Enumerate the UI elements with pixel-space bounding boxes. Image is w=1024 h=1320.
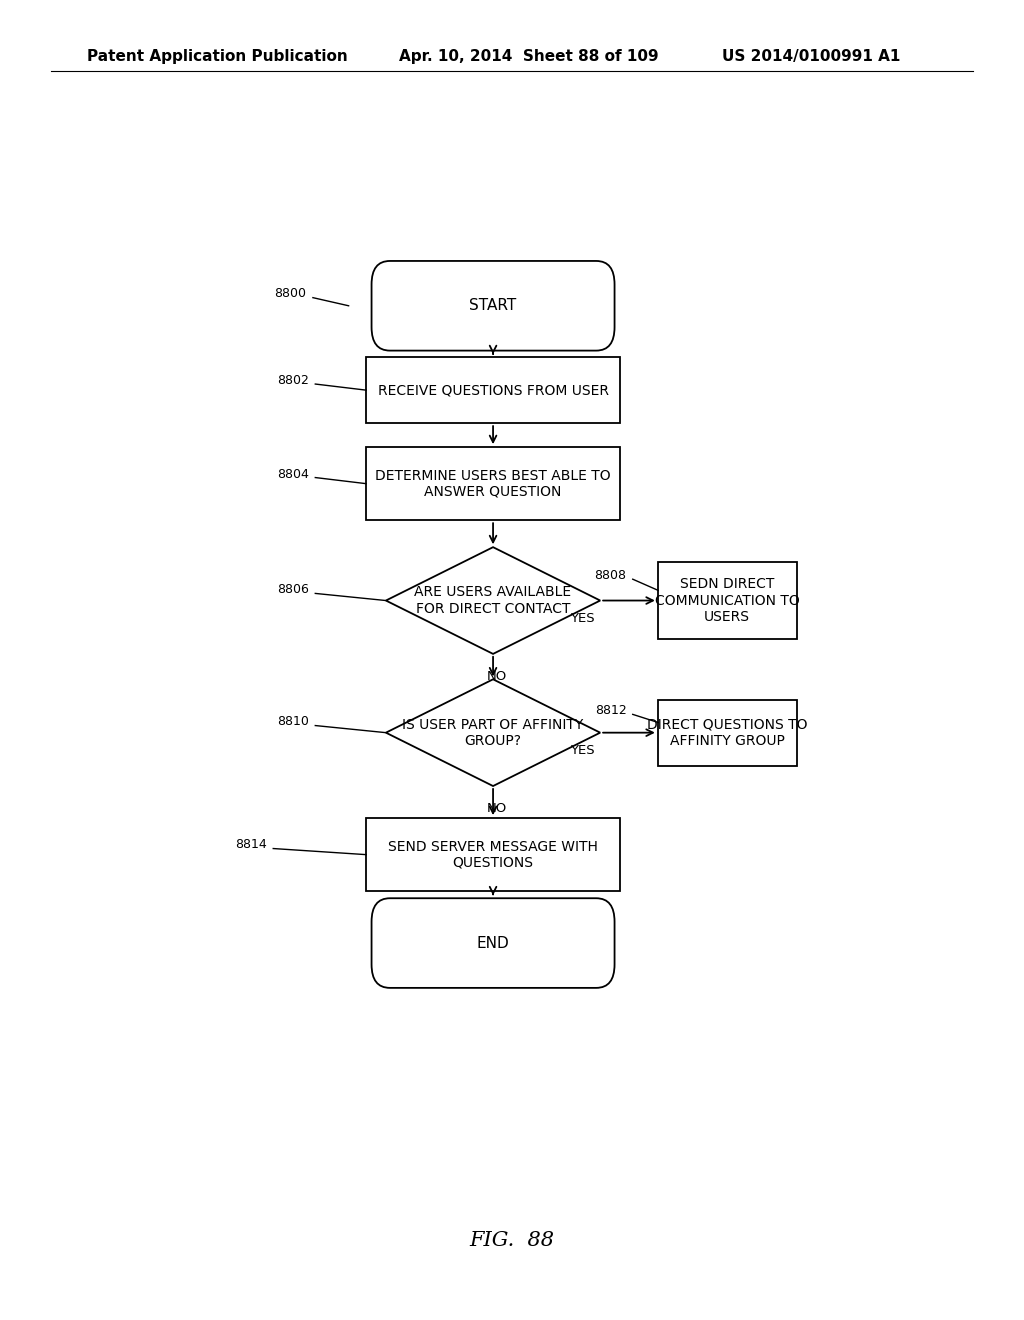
Text: 8814: 8814 (236, 838, 267, 851)
FancyBboxPatch shape (372, 261, 614, 351)
Bar (367, 818, 621, 891)
Text: 8800: 8800 (274, 286, 306, 300)
Text: 8806: 8806 (278, 583, 309, 595)
Text: 8808: 8808 (594, 569, 627, 582)
Text: SEDN DIRECT
COMMUNICATION TO
USERS: SEDN DIRECT COMMUNICATION TO USERS (654, 577, 800, 624)
Polygon shape (386, 548, 600, 653)
Text: RECEIVE QUESTIONS FROM USER: RECEIVE QUESTIONS FROM USER (378, 383, 608, 397)
Text: YES: YES (570, 612, 595, 626)
Text: NO: NO (486, 801, 507, 814)
Polygon shape (386, 680, 600, 785)
Text: YES: YES (570, 744, 595, 758)
Text: END: END (477, 936, 509, 950)
Text: 8802: 8802 (278, 375, 309, 388)
Text: ARE USERS AVAILABLE
FOR DIRECT CONTACT: ARE USERS AVAILABLE FOR DIRECT CONTACT (415, 586, 571, 615)
Bar (367, 447, 621, 520)
Text: Apr. 10, 2014  Sheet 88 of 109: Apr. 10, 2014 Sheet 88 of 109 (399, 49, 659, 65)
Text: NO: NO (486, 669, 507, 682)
Text: SEND SERVER MESSAGE WITH
QUESTIONS: SEND SERVER MESSAGE WITH QUESTIONS (388, 840, 598, 870)
Text: 8812: 8812 (595, 704, 627, 717)
Text: Patent Application Publication: Patent Application Publication (87, 49, 348, 65)
Text: DIRECT QUESTIONS TO
AFFINITY GROUP: DIRECT QUESTIONS TO AFFINITY GROUP (647, 718, 807, 747)
Text: 8810: 8810 (278, 715, 309, 729)
FancyBboxPatch shape (372, 898, 614, 987)
Text: IS USER PART OF AFFINITY
GROUP?: IS USER PART OF AFFINITY GROUP? (402, 718, 584, 747)
Text: US 2014/0100991 A1: US 2014/0100991 A1 (722, 49, 900, 65)
Bar (657, 562, 797, 639)
Text: DETERMINE USERS BEST ABLE TO
ANSWER QUESTION: DETERMINE USERS BEST ABLE TO ANSWER QUES… (375, 469, 611, 499)
Text: FIG.  88: FIG. 88 (469, 1232, 555, 1250)
Text: START: START (469, 298, 517, 313)
Bar (367, 358, 621, 424)
Text: 8804: 8804 (278, 469, 309, 480)
Bar (657, 700, 797, 766)
